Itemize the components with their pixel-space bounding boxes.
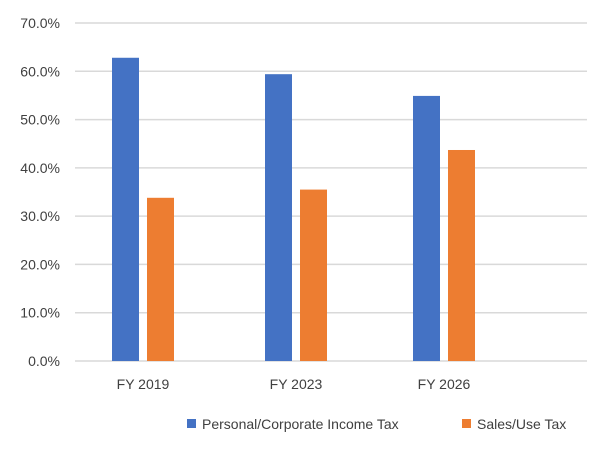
y-tick-label: 10.0% bbox=[20, 305, 60, 321]
x-axis-category-labels: FY 2019 FY 2023 FY 2026 bbox=[117, 376, 471, 392]
bar-sales-tax-2 bbox=[448, 149, 475, 361]
legend-label-sales-tax: Sales/Use Tax bbox=[477, 416, 566, 432]
y-tick-label: 50.0% bbox=[20, 112, 60, 128]
legend-label-income-tax: Personal/Corporate Income Tax bbox=[202, 416, 399, 432]
bar-sales-tax-1 bbox=[300, 189, 327, 361]
bar-sales-tax-0 bbox=[147, 197, 174, 361]
legend-swatch-income-tax bbox=[187, 419, 196, 428]
bar-income-tax-1 bbox=[265, 74, 292, 361]
y-tick-label: 60.0% bbox=[20, 63, 60, 79]
y-tick-label: 70.0% bbox=[20, 15, 60, 31]
legend-swatch-sales-tax bbox=[462, 419, 471, 428]
y-tick-label: 40.0% bbox=[20, 160, 60, 176]
y-tick-label: 20.0% bbox=[20, 256, 60, 272]
x-category-label: FY 2026 bbox=[418, 376, 471, 392]
bar-income-tax-2 bbox=[413, 95, 440, 361]
y-axis-tick-labels: 0.0% 10.0% 20.0% 30.0% 40.0% 50.0% 60.0% 70.0% bbox=[20, 15, 60, 369]
bars bbox=[112, 57, 475, 361]
y-tick-label: 0.0% bbox=[28, 353, 60, 369]
x-category-label: FY 2019 bbox=[117, 376, 170, 392]
bar-income-tax-0 bbox=[112, 57, 139, 361]
x-category-label: FY 2023 bbox=[270, 376, 323, 392]
legend: Personal/Corporate Income Tax Sales/Use T… bbox=[187, 416, 566, 432]
y-tick-label: 30.0% bbox=[20, 208, 60, 224]
